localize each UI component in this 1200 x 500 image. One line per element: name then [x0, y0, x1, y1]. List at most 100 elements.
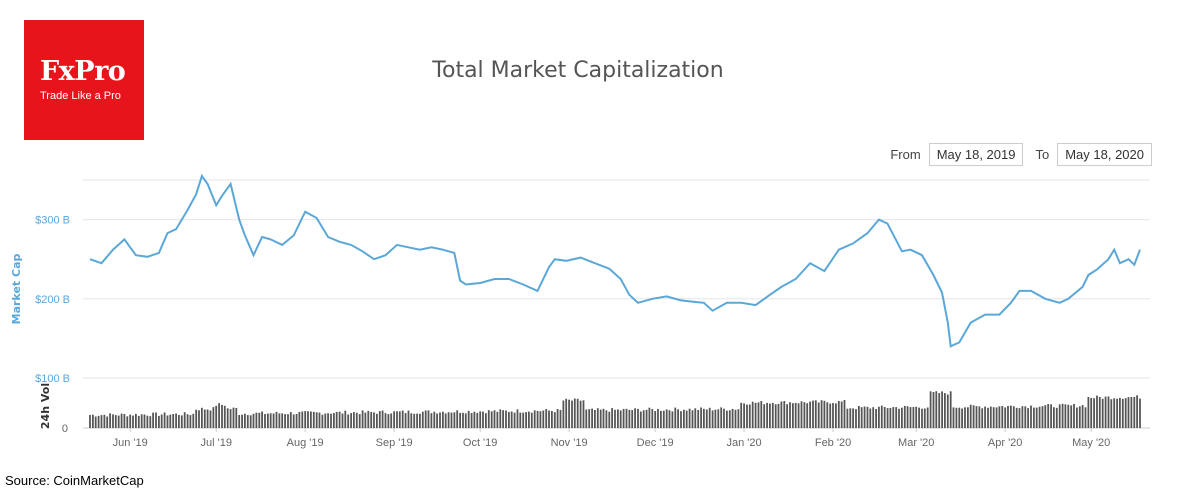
volume-bar: [456, 410, 459, 428]
volume-bar: [505, 410, 507, 428]
volume-bar: [576, 398, 579, 428]
volume-bar: [1130, 397, 1133, 428]
volume-bar: [1107, 396, 1110, 428]
volume-bar: [705, 409, 708, 428]
volume-bar: [797, 403, 800, 428]
volume-bar: [92, 414, 94, 428]
volume-bar: [1035, 407, 1038, 428]
volume-bar: [860, 407, 863, 428]
volume-bar: [114, 415, 117, 428]
x-tick-label: Feb '20: [815, 437, 851, 449]
volume-bar: [490, 411, 493, 428]
volume-bar: [160, 414, 163, 428]
volume-bar: [424, 410, 427, 428]
volume-bar: [1101, 398, 1104, 428]
logo-name: FxPro: [40, 56, 126, 87]
volume-bar: [929, 391, 932, 428]
volume-bar: [728, 410, 731, 428]
volume-bar: [542, 410, 545, 428]
volume-bar: [533, 410, 536, 428]
volume-bar: [123, 414, 126, 428]
volume-bar: [863, 406, 866, 428]
volume-bar: [499, 409, 502, 428]
volume-bar: [955, 407, 958, 428]
volume-bar: [582, 400, 585, 428]
volume-bar: [175, 413, 177, 428]
volume-bar: [1104, 396, 1107, 428]
volume-bar: [923, 408, 926, 428]
volume-bar: [278, 413, 281, 428]
volume-bar: [333, 413, 335, 428]
volume-bar: [731, 408, 734, 428]
volume-bar: [938, 393, 941, 428]
volume-bar: [660, 410, 662, 428]
volume-bar: [321, 414, 324, 428]
volume-bar: [390, 413, 393, 428]
volume-bar: [183, 412, 186, 428]
volume-bar: [740, 402, 743, 428]
volume-bar: [579, 400, 582, 428]
volume-bar: [264, 414, 266, 428]
volume-bar: [1033, 407, 1035, 428]
volume-bar: [1081, 405, 1084, 428]
volume-bar: [252, 413, 255, 428]
x-tick-label: Jan '20: [727, 437, 762, 449]
volume-bar: [381, 410, 384, 428]
volume-bar: [485, 413, 487, 428]
volume-bar: [605, 410, 608, 428]
volume-bar: [1018, 408, 1021, 428]
volume-bar: [344, 410, 347, 428]
y-axis-title: Market Cap: [10, 254, 23, 325]
volume-bar: [1050, 404, 1052, 428]
volume-bar: [720, 407, 723, 428]
source-note: Source: CoinMarketCap: [5, 473, 144, 488]
to-date-input[interactable]: May 18, 2020: [1057, 143, 1152, 166]
volume-bar: [473, 411, 476, 428]
volume-bar: [539, 411, 542, 428]
volume-bar: [281, 413, 284, 428]
volume-bar: [946, 394, 949, 428]
volume-bar: [665, 409, 668, 428]
volume-bar: [476, 412, 479, 428]
volume-bar: [203, 409, 206, 428]
volume-bar: [1110, 399, 1113, 428]
volume-bar: [496, 411, 499, 428]
volume-bar: [525, 412, 527, 428]
x-tick-label: Mar '20: [898, 437, 934, 449]
volume-bar: [714, 409, 717, 428]
volume-bar: [186, 414, 189, 428]
volume-bar: [516, 409, 519, 428]
volume-bar: [1078, 406, 1081, 428]
volume-bar: [1030, 405, 1032, 428]
volume-bar: [648, 407, 651, 428]
volume-bar: [421, 411, 424, 428]
volume-bar: [1093, 398, 1095, 428]
volume-bar: [327, 413, 329, 428]
x-tick-label: Nov '19: [551, 437, 588, 449]
volume-bar: [479, 411, 482, 428]
volume-bar: [553, 412, 556, 428]
volume-bar: [364, 412, 367, 428]
volume-bar: [178, 415, 180, 428]
volume-bar: [1090, 398, 1093, 428]
volume-bar: [439, 412, 441, 428]
volume-bar: [846, 408, 849, 428]
volume-bar: [866, 406, 869, 428]
volume-bar: [746, 404, 748, 428]
from-date-input[interactable]: May 18, 2019: [928, 143, 1024, 166]
volume-bar: [129, 414, 132, 428]
volume-bar: [926, 407, 929, 428]
volume-bar: [287, 414, 289, 428]
volume-bar: [453, 412, 456, 428]
y-tick-label: $100 B: [35, 373, 70, 385]
volume-bar: [832, 403, 834, 428]
volume-bar: [510, 411, 513, 428]
volume-bar: [829, 403, 832, 428]
volume-bar: [743, 403, 745, 428]
volume-bar: [568, 399, 570, 428]
volume-bar: [662, 410, 665, 428]
volume-bar: [608, 411, 611, 428]
volume-bar: [163, 412, 166, 428]
volume-bar: [301, 411, 304, 428]
volume-bar: [387, 414, 390, 428]
